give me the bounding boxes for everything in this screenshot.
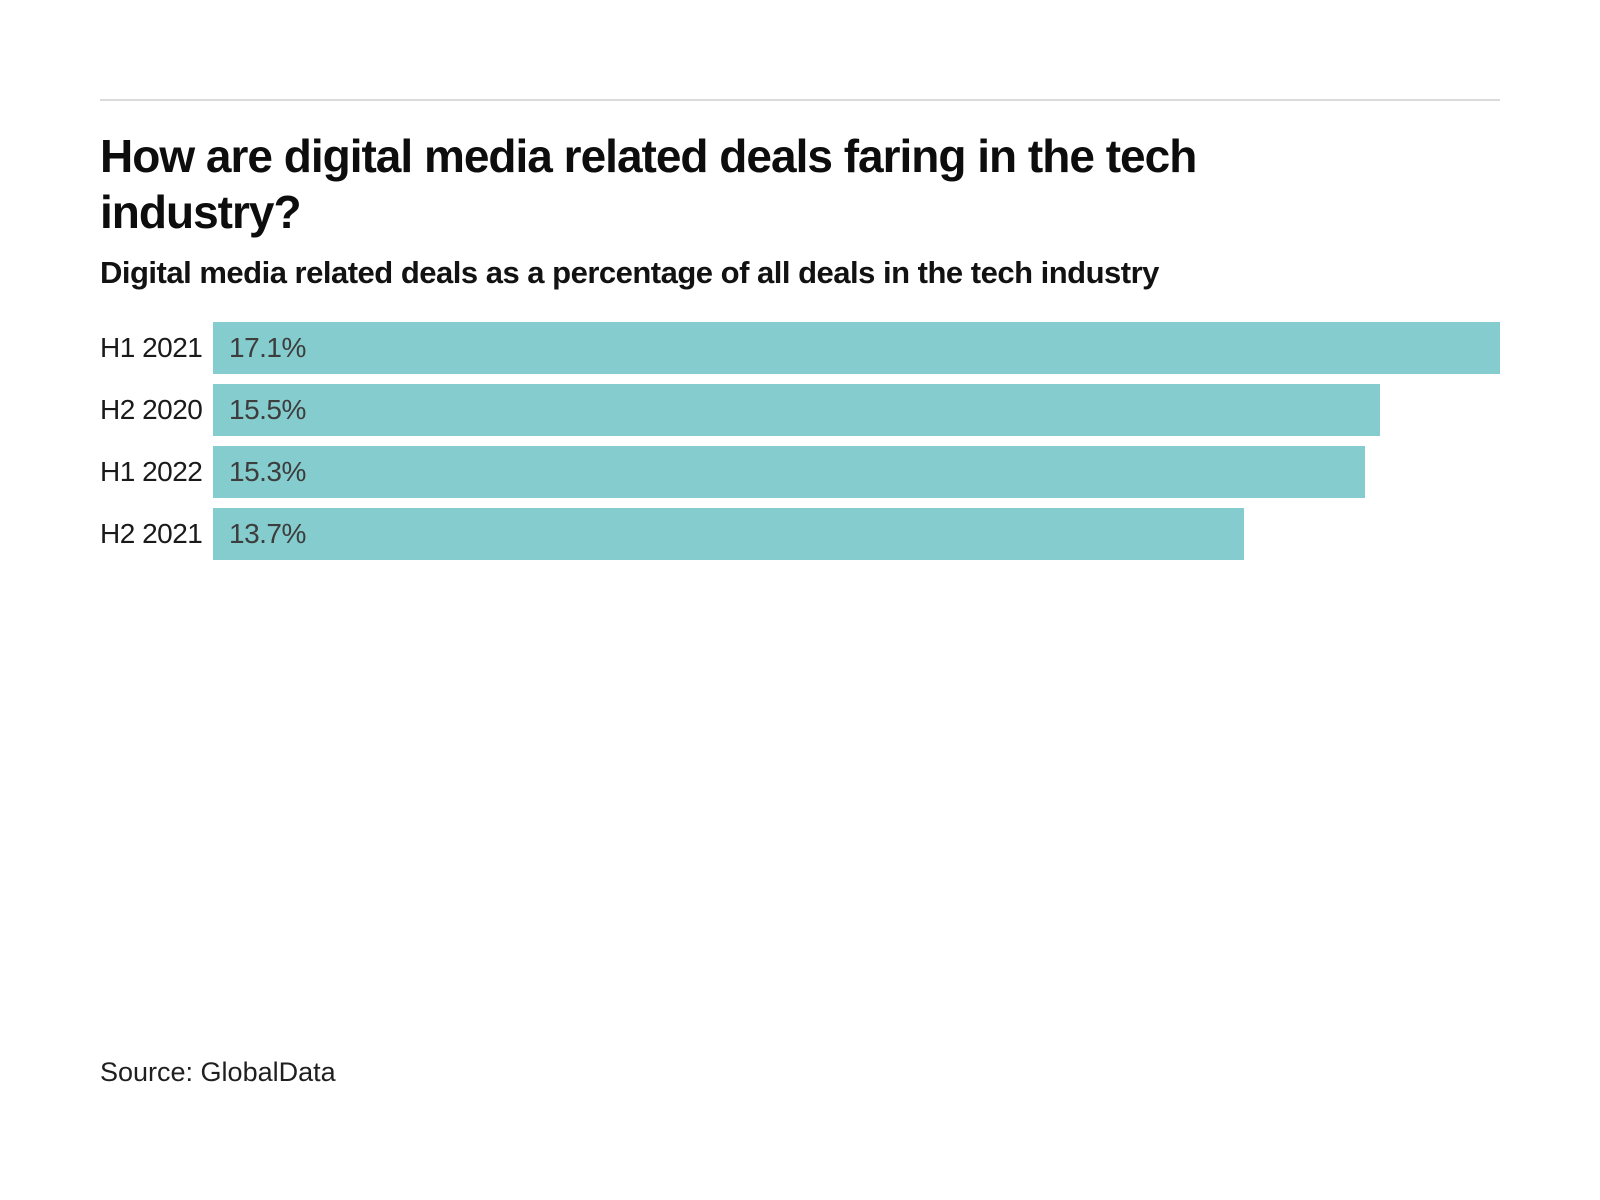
bar-track: 13.7%	[213, 508, 1500, 561]
bar-row: H1 2022 15.3%	[100, 446, 1500, 499]
page: How are digital media related deals fari…	[100, 0, 1500, 1200]
category-label: H2 2021	[100, 518, 203, 550]
bar-row: H2 2021 13.7%	[100, 508, 1500, 561]
bar-track: 17.1%	[213, 322, 1500, 375]
category-label: H1 2022	[100, 456, 203, 488]
value-label: 17.1%	[229, 332, 306, 364]
bar-row: H2 2020 15.5%	[100, 384, 1500, 437]
bar-row: H1 2021 17.1%	[100, 322, 1500, 375]
bar: 13.7%	[213, 508, 1245, 561]
value-label: 15.5%	[229, 394, 306, 426]
chart-subtitle: Digital media related deals as a percent…	[100, 255, 1159, 291]
value-label: 15.3%	[229, 456, 306, 488]
bar: 15.5%	[213, 384, 1380, 437]
page-title: How are digital media related deals fari…	[100, 130, 1197, 239]
source-note: Source: GlobalData	[100, 1057, 336, 1087]
top-divider	[100, 99, 1500, 101]
category-label: H2 2020	[100, 394, 203, 426]
bar: 15.3%	[213, 446, 1365, 499]
bar-track: 15.5%	[213, 384, 1500, 437]
bar-track: 15.3%	[213, 446, 1500, 499]
bar-chart: H1 2021 17.1% H2 2020 15.5% H1 2022 15.3…	[100, 322, 1500, 561]
bar: 17.1%	[213, 322, 1500, 375]
category-label: H1 2021	[100, 332, 203, 364]
value-label: 13.7%	[229, 518, 306, 550]
